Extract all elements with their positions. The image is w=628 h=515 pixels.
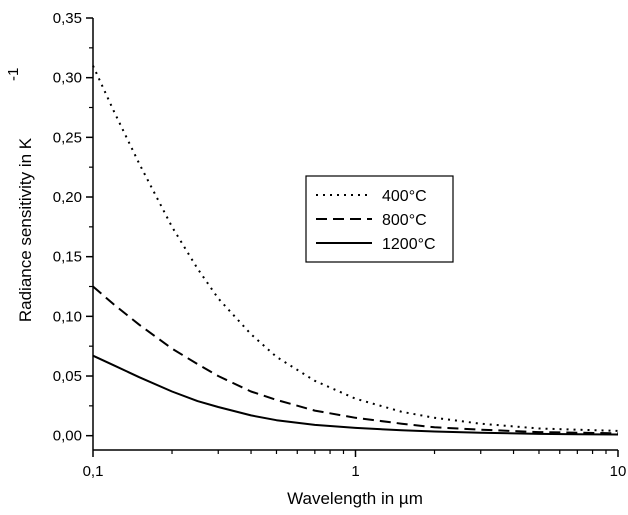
series-lines: [92, 65, 619, 436]
y-tick-label: 0,00: [53, 428, 82, 445]
x-tick-label: 1: [351, 463, 359, 480]
y-tick-label: 0,35: [53, 10, 82, 27]
y-tick-label: 0,05: [53, 368, 82, 385]
legend-label: 1200°C: [382, 236, 436, 253]
y-tick-label: 0,20: [53, 189, 82, 206]
series-line-solid: [92, 354, 619, 436]
y-tick-label: 0,25: [53, 129, 82, 146]
x-tick-label: 10: [610, 463, 627, 480]
series-line-dashed: [92, 285, 619, 435]
legend-label: 400°C: [382, 188, 427, 205]
legend-box: [305, 175, 454, 263]
y-tick-label: 0,10: [53, 308, 82, 325]
y-axis-title-exponent: -1: [5, 68, 22, 81]
y-axis-title-group: Radiance sensitivity in K -1: [5, 68, 35, 322]
x-axis-title: Wavelength in µm: [287, 489, 423, 508]
legend-label: 800°C: [382, 212, 427, 229]
y-axis-title: Radiance sensitivity in K: [16, 137, 35, 322]
legend: 400°C 800°C 1200°C: [305, 175, 454, 263]
y-tick-label: 0,30: [53, 70, 82, 87]
x-tick-label: 0,1: [83, 463, 104, 480]
x-ticks: 0,1 1 10: [83, 450, 627, 480]
y-tick-label: 0,15: [53, 249, 82, 266]
y-ticks: 0,00 0,05 0,10 0,15 0,20 0,25 0,30 0,35: [53, 10, 93, 445]
